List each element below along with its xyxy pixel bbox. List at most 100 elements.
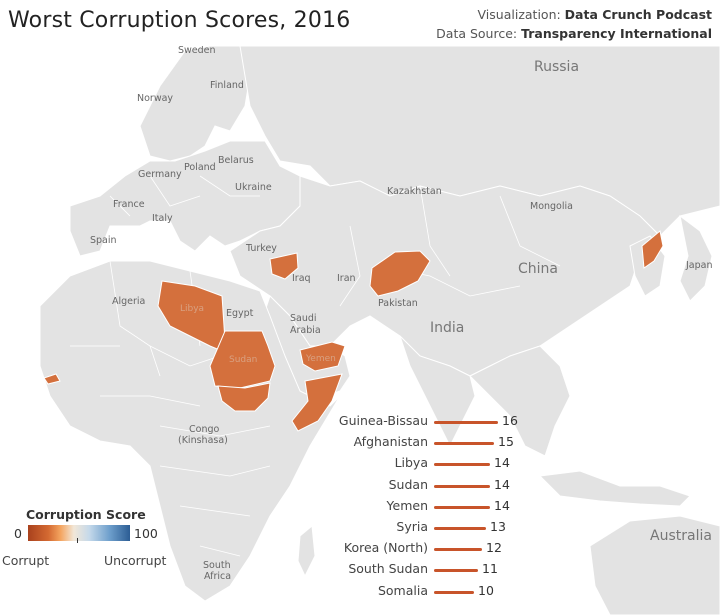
label-algeria: Algeria [112,296,145,307]
bar-label: Yemen [386,497,428,513]
label-norway: Norway [137,93,173,104]
bar-label: Korea (North) [343,540,428,556]
country-guinea-bissau [43,373,61,385]
label-ukraine: Ukraine [235,182,272,193]
label-yemen: Yemen [305,354,336,364]
bar [434,527,486,530]
label-south-africa-line2: Africa [204,571,231,582]
label-turkey: Turkey [245,243,277,254]
credit-src-prefix: Data Source: [436,26,522,41]
header: Worst Corruption Scores, 2016 Visualizat… [0,0,720,46]
label-congo-line1: Congo [189,424,219,435]
label-congo-line2: (Kinshasa) [178,435,228,446]
land-india [399,335,476,448]
label-libya: Libya [180,304,204,314]
credit-viz-prefix: Visualization: [477,7,565,22]
label-belarus: Belarus [218,155,254,166]
map[interactable]: Sweden Finland Norway Russia Belarus Pol… [0,46,720,615]
country-afghanistan [369,250,431,297]
legend-high-label: Uncorrupt [104,553,167,568]
bar-row: Afghanistan 15 [330,434,530,454]
bar-value: 14 [494,497,510,513]
bar [434,442,494,446]
legend-tick [77,538,78,543]
borders [70,175,561,557]
label-egypt: Egypt [226,308,254,319]
credit-src-value: Transparency International [521,26,712,41]
land-australia [589,515,720,615]
label-india: India [430,320,464,336]
bar-label: South Sudan [348,561,428,577]
data-source-credit: Data Source: Transparency International [436,24,712,43]
land-seasia [469,345,571,457]
bar [434,590,474,594]
land-indonesia [538,470,691,507]
bar-label: Libya [394,455,428,471]
label-finland: Finland [210,80,244,91]
land-madagascar [297,525,316,578]
country-libya [157,280,226,352]
bar-row: Korea (North) 12 [330,540,530,560]
land-japan [679,214,713,302]
bar-value: 15 [498,434,514,450]
land-europe [69,140,301,257]
bar-value: 10 [478,582,494,598]
legend-color-scale [28,525,130,541]
legend-low-label: Corrupt [2,553,50,568]
label-mongolia: Mongolia [530,201,573,212]
bar-label: Somalia [377,582,428,598]
label-sudan: Sudan [229,355,257,365]
map-svg[interactable]: Sweden Finland Norway Russia Belarus Pol… [0,46,720,615]
legend: Corruption Score 0 100 Corrupt Uncorrupt [0,505,170,580]
bar [434,421,498,424]
country-somalia [291,373,343,432]
bar-value: 12 [486,540,502,556]
label-france: France [113,199,145,210]
label-germany: Germany [138,169,182,180]
bar [434,484,490,488]
bar-value: 14 [494,455,510,471]
page-title: Worst Corruption Scores, 2016 [8,8,351,33]
bar [434,505,490,509]
label-russia: Russia [534,59,579,75]
bar-row: Yemen 14 [330,498,530,518]
bar-value: 13 [490,519,506,534]
land-scandinavia [139,46,251,162]
label-spain: Spain [90,235,117,246]
label-south-africa-line1: South [203,560,231,571]
bar [434,569,478,573]
bar-row: Somalia 10 [330,583,530,603]
legend-max: 100 [134,526,158,541]
bar-value: 14 [494,476,510,492]
bar-label: Sudan [388,476,428,492]
label-china: China [518,261,558,277]
bar-label: Syria [396,519,428,534]
country-south-sudan [217,382,271,412]
country-syria [269,252,299,280]
country-sudan [209,330,276,389]
label-saudi-arabia-line1: Saudi [290,313,317,324]
bar-row: Syria 13 [330,519,530,539]
label-saudi-arabia-line2: Arabia [290,325,321,336]
label-japan: Japan [685,260,713,271]
bar-label: Guinea-Bissau [338,413,428,428]
legend-min: 0 [14,526,22,541]
bar-value: 11 [482,561,498,577]
country-yemen [299,341,346,372]
legend-title: Corruption Score [26,507,146,522]
visualization-credit: Visualization: Data Crunch Podcast [436,5,712,24]
bar-row: South Sudan 11 [330,561,530,581]
label-iran: Iran [337,273,356,284]
label-pakistan: Pakistan [378,298,418,309]
label-iraq: Iraq [292,273,311,284]
bar-row: Guinea-Bissau 16 [330,413,530,433]
bar-value: 16 [502,413,518,428]
credits: Visualization: Data Crunch Podcast Data … [436,5,712,43]
label-sweden: Sweden [178,46,216,56]
bar-label: Afghanistan [353,434,428,450]
credit-viz-value: Data Crunch Podcast [564,7,712,22]
bar-row: Libya 14 [330,455,530,475]
country-north-korea [641,230,664,269]
label-italy: Italy [152,213,173,224]
bar [434,548,482,552]
